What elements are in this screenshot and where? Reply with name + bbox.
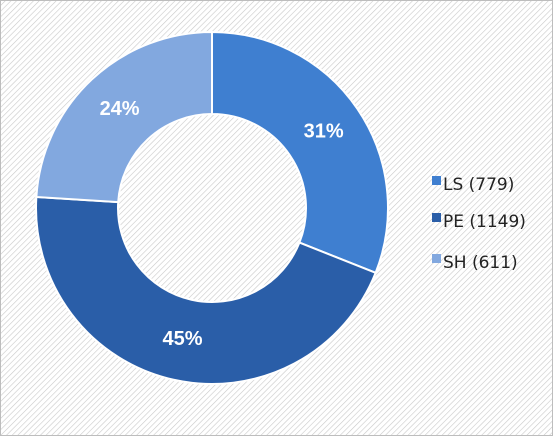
slice-label: 31% <box>304 120 344 142</box>
slice-label: 24% <box>100 98 140 120</box>
slice <box>211 30 389 275</box>
legend-label: PE (1149) <box>443 212 526 232</box>
legend-swatch <box>432 254 441 263</box>
slice <box>35 30 213 204</box>
legend-label: LS (779) <box>443 175 514 195</box>
legend-swatch <box>432 213 441 222</box>
legend-label: SH (611) <box>443 253 518 273</box>
slice <box>35 195 377 385</box>
legend-swatch <box>432 176 441 185</box>
slice-label: 45% <box>163 328 203 350</box>
